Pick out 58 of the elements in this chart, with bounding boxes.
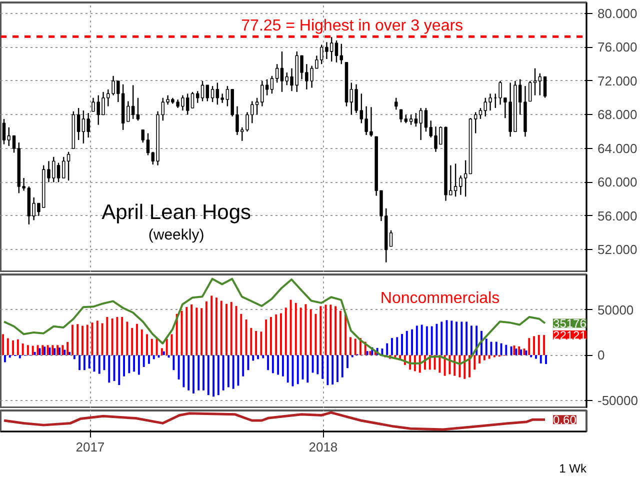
candlestick [334, 40, 338, 64]
candlestick [538, 72, 542, 96]
candlestick [216, 82, 220, 106]
candlestick [210, 85, 214, 103]
annotation: 22121 [553, 328, 587, 343]
y-tick-label: 0 [598, 348, 605, 363]
candlestick [161, 97, 165, 122]
candlestick [320, 44, 324, 65]
y-tick-label: 76.000 [598, 40, 638, 55]
y-tick-label: 68.000 [598, 107, 638, 122]
candlestick [270, 75, 274, 94]
y-tick-label: 64.000 [598, 140, 638, 156]
x-tick-label: 2018 [308, 440, 338, 454]
candlestick [220, 93, 224, 104]
candlestick [484, 97, 487, 118]
candlestick [389, 230, 393, 247]
text: (weekly) [148, 226, 204, 244]
candlestick [478, 107, 482, 120]
candlestick [2, 118, 6, 145]
candlestick [543, 76, 547, 98]
y-tick-label: 56.000 [598, 208, 638, 224]
candlestick [7, 126, 11, 147]
y-tick-label: 60.000 [598, 174, 638, 190]
y-tick-label: 80.000 [598, 6, 638, 21]
candlestick [474, 112, 478, 134]
candlestick [141, 129, 144, 144]
candlestick [12, 135, 16, 154]
candlestick [409, 114, 413, 126]
annotation: 0.60 [553, 413, 577, 428]
ref-line-label: 77.25 = Highest in over 3 years [241, 18, 464, 35]
y-tick-label: 50000 [598, 302, 634, 318]
candlestick [424, 107, 428, 132]
candlestick [146, 132, 150, 156]
y-tick-label: 72.000 [598, 73, 638, 88]
candlestick [22, 177, 26, 192]
y-tick-label: -50000 [598, 392, 638, 408]
annotation: 35176 [553, 316, 587, 331]
candlestick [340, 43, 344, 65]
candlestick [190, 91, 194, 109]
candlestick [56, 162, 60, 183]
text: 1 Wk [559, 462, 588, 476]
annotation: Noncommercials [380, 290, 500, 308]
candlestick [200, 80, 204, 102]
candlestick [76, 107, 80, 141]
candlestick [528, 80, 532, 102]
text: April Lean Hogs [102, 200, 252, 224]
y-tick-label: 52.000 [598, 242, 638, 258]
x-tick-label: 2017 [76, 440, 105, 454]
candlestick [394, 97, 398, 110]
candlestick [399, 109, 403, 123]
candlestick [275, 63, 279, 84]
candlestick [136, 97, 140, 122]
candlestick [196, 90, 200, 104]
candlestick [488, 93, 492, 112]
candlestick [360, 93, 364, 124]
candlestick [533, 68, 537, 96]
candlestick [206, 84, 210, 102]
line-series [2, 278, 546, 366]
